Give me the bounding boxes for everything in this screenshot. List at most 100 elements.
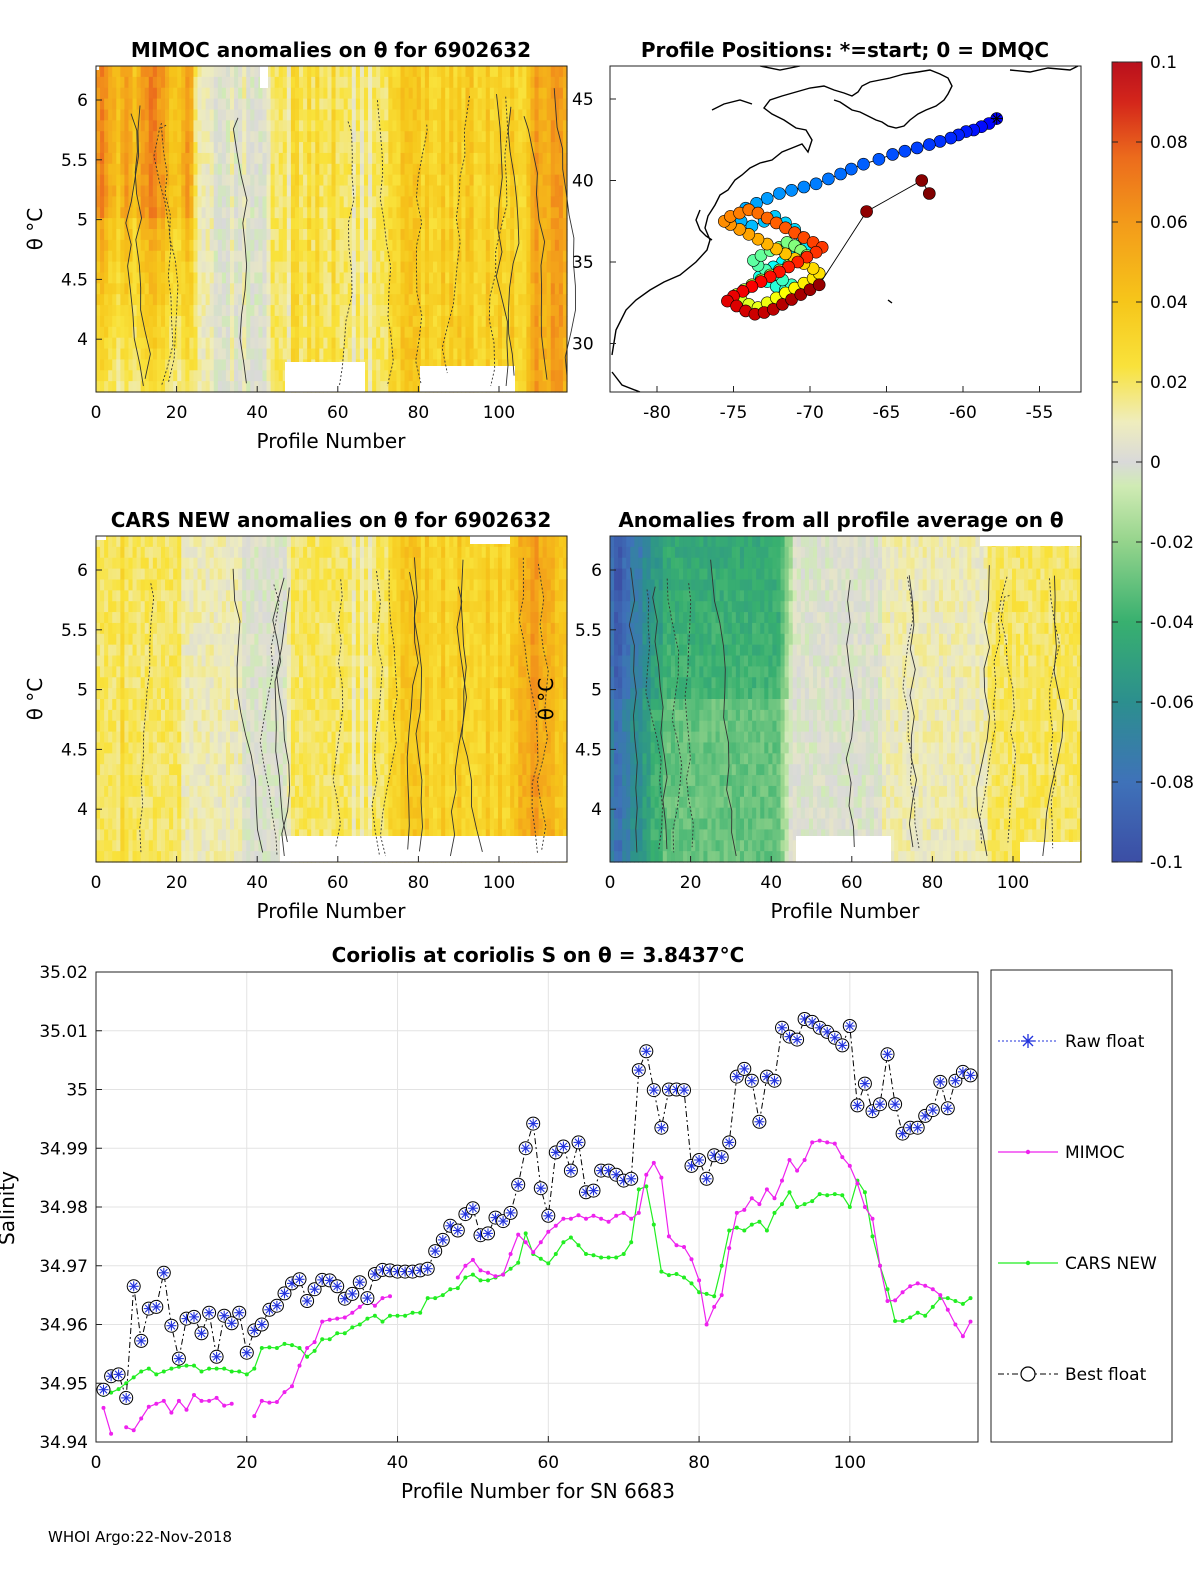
heatmap-cell [96,558,101,569]
heatmap-cell [202,207,207,218]
heatmap-cell [396,359,401,370]
heatmap-cell [336,196,341,207]
heatmap-cell [258,153,263,164]
heatmap-cell [124,721,129,732]
heatmap-cell [222,207,227,218]
heatmap-cell [133,699,138,710]
heatmap-cell [262,370,267,381]
heatmap-cell [437,131,442,142]
heatmap-cell [461,262,466,273]
heatmap-cell [413,359,418,370]
heatmap-cell [478,175,483,186]
heatmap-cell [218,186,223,197]
heatmap-cell [514,283,519,294]
heatmap-cell [100,786,105,797]
heatmap-cell [112,175,117,186]
heatmap-cell [332,283,337,294]
heatmap-cell [149,547,154,558]
heatmap-cell [376,66,381,77]
heatmap-cell [218,381,223,392]
heatmap-cell [161,88,166,99]
heatmap-cell [141,819,146,830]
heatmap-cell [100,153,105,164]
heatmap-cell [271,742,276,753]
heatmap-cell [348,186,353,197]
heatmap-cell [258,656,263,667]
heatmap-cell [234,262,239,273]
heatmap-cell [478,240,483,251]
heatmap-cell [461,196,466,207]
heatmap-cell [254,634,259,645]
heatmap-cell [202,316,207,327]
heatmap-cell [258,175,263,186]
heatmap-cell [169,721,174,732]
heatmap-cell [502,349,507,360]
heatmap-cell [311,283,316,294]
heatmap-cell [254,656,259,667]
heatmap-cell [530,109,535,120]
heatmap-cell [153,251,158,262]
heatmap-cell [226,590,231,601]
heatmap-cell [336,66,341,77]
heatmap-cell [112,732,117,743]
heatmap-cell [116,753,121,764]
heatmap-cell [238,742,243,753]
heatmap-cell [486,196,491,207]
heatmap-cell [271,338,276,349]
heatmap-cell [149,710,154,721]
heatmap-cell [181,797,186,808]
heatmap-cell [181,710,186,721]
heatmap-cell [323,349,328,360]
heatmap-cell [461,316,466,327]
heatmap-cell [445,88,450,99]
heatmap-cell [193,294,198,305]
heatmap-cell [311,175,316,186]
heatmap-cell [202,558,207,569]
heatmap-cell [417,142,422,153]
heatmap-cell [323,338,328,349]
heatmap-cell [376,207,381,218]
heatmap-cell [96,88,101,99]
heatmap-cell [189,851,194,862]
heatmap-cell [133,677,138,688]
heatmap-cell [490,240,495,251]
heatmap-cell [112,88,117,99]
heatmap-cell [271,645,276,656]
heatmap-cell [206,338,211,349]
heatmap-cell [108,851,113,862]
heatmap-cell [193,840,198,851]
heatmap-cell [246,688,251,699]
heatmap-cell [409,120,414,131]
heatmap-cell [319,240,324,251]
heatmap-cell [222,305,227,316]
heatmap-cell [116,829,121,840]
heatmap-cell [149,786,154,797]
heatmap-cell [336,77,341,88]
heatmap-cell [116,666,121,677]
heatmap-cell [250,218,255,229]
heatmap-cell [246,623,251,634]
heatmap-cell [214,381,219,392]
heatmap-cell [198,819,203,830]
heatmap-cell [230,819,235,830]
heatmap-cell [124,753,129,764]
heatmap-cell [108,840,113,851]
heatmap-cell [551,283,556,294]
heatmap-cell [234,536,239,547]
heatmap-cell [173,196,178,207]
heatmap-cell [218,327,223,338]
heatmap-cell [262,840,267,851]
heatmap-cell [405,109,410,120]
heatmap-cell [177,536,182,547]
heatmap-cell [157,829,162,840]
heatmap-cell [271,601,276,612]
heatmap-cell [417,196,422,207]
heatmap-cell [429,229,434,240]
heatmap-cell [202,196,207,207]
heatmap-cell [116,120,121,131]
heatmap-cell [250,819,255,830]
heatmap-cell [279,229,284,240]
heatmap-cell [116,732,121,743]
heatmap-cell [153,283,158,294]
heatmap-cell [116,808,121,819]
